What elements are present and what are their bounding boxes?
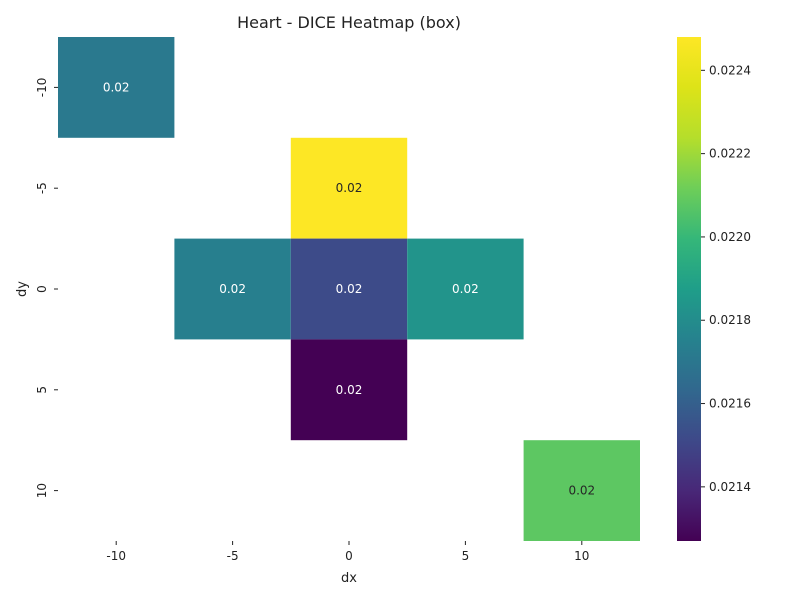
- x-tick-label: 5: [462, 549, 470, 563]
- colorbar-tick-label: 0.0218: [709, 313, 751, 327]
- cell-value-label: 0.02: [336, 282, 363, 296]
- colorbar-tick-label: 0.0222: [709, 147, 751, 161]
- y-tick-label: 5: [35, 386, 49, 394]
- cell-value-label: 0.02: [103, 80, 130, 94]
- heatmap-cell: [290, 137, 408, 239]
- heatmap-cell: [290, 339, 408, 441]
- colorbar: [677, 37, 701, 541]
- y-tick-label: 0: [35, 285, 49, 293]
- cell-value-label: 0.02: [336, 181, 363, 195]
- colorbar-tick-label: 0.0216: [709, 397, 751, 411]
- y-tick-label: -10: [35, 78, 49, 98]
- x-tick-label: 10: [574, 549, 589, 563]
- chart-title: Heart - DICE Heatmap (box): [237, 13, 461, 32]
- y-tick-label: -5: [35, 182, 49, 194]
- x-axis-ticks: -10 -5 0 5 10: [106, 541, 589, 563]
- colorbar-tick-label: 0.0224: [709, 63, 751, 77]
- cell-value-label: 0.02: [568, 484, 595, 498]
- cell-value-label: 0.02: [452, 282, 479, 296]
- x-tick-label: -10: [106, 549, 126, 563]
- cell-value-label: 0.02: [219, 282, 246, 296]
- y-tick-label: 10: [35, 483, 49, 498]
- heatmap-cell: [290, 238, 408, 340]
- heatmap-cell: [58, 37, 175, 138]
- heatmap-cells: 0.02 0.02 0.02 0.02 0.02 0.02 0.02: [58, 37, 640, 541]
- x-tick-label: -5: [227, 549, 239, 563]
- x-axis-label: dx: [341, 571, 357, 586]
- heatmap-cell: [407, 238, 524, 340]
- heatmap-cell: [523, 440, 640, 541]
- cell-value-label: 0.02: [336, 383, 363, 397]
- x-tick-label: 0: [345, 549, 353, 563]
- colorbar-tick-label: 0.0214: [709, 480, 751, 494]
- y-axis-ticks: -10 -5 0 5 10: [35, 78, 58, 498]
- colorbar-tick-label: 0.0220: [709, 230, 751, 244]
- heatmap-cell: [174, 238, 291, 340]
- y-axis-label: dy: [15, 281, 30, 297]
- colorbar-ticks: 0.0214 0.0216 0.0218 0.0220 0.0222 0.0224: [701, 63, 751, 494]
